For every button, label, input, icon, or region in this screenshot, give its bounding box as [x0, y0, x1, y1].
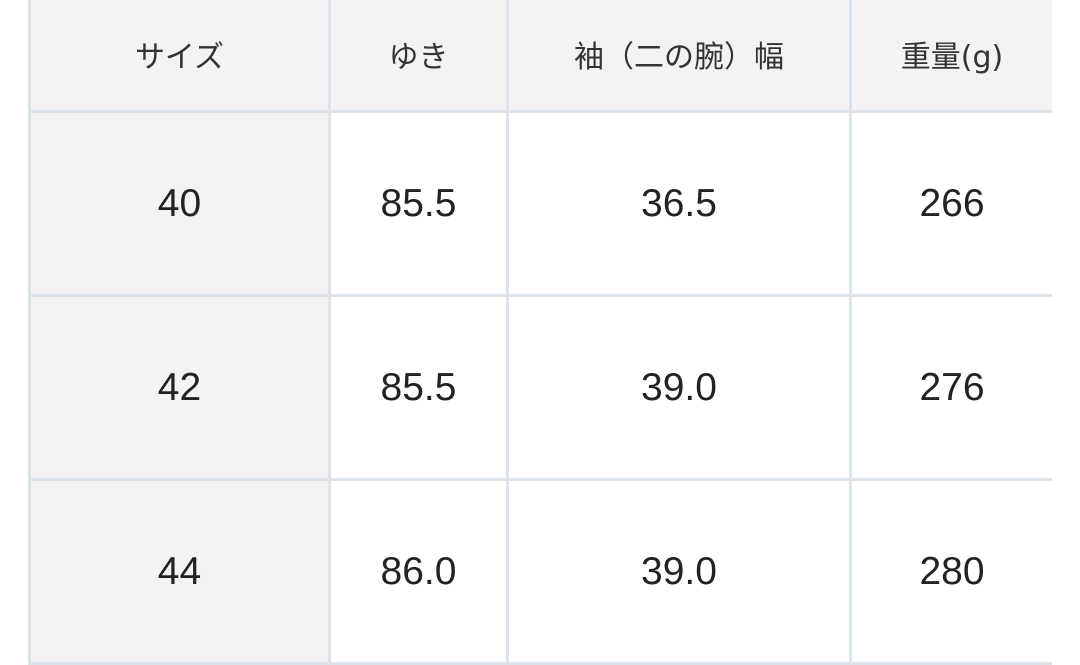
row-3-sleeve-width: 39.0: [506, 481, 849, 665]
header-label: 重量(g): [900, 40, 1004, 75]
header-label: ゆき: [388, 40, 449, 75]
header-yuki: ゆき: [328, 0, 506, 113]
row-1-yuki: 85.5: [328, 113, 506, 297]
row-2-size: 42: [28, 297, 328, 481]
row-3-size: 44: [28, 481, 328, 665]
row-2-yuki: 85.5: [328, 297, 506, 481]
row-3-yuki: 86.0: [328, 481, 506, 665]
header-label: 袖（二の腕）幅: [574, 40, 784, 75]
row-1-size: 40: [28, 113, 328, 297]
row-2-weight: 276: [849, 297, 1052, 481]
row-1-sleeve-width: 36.5: [506, 113, 849, 297]
row-3-weight: 280: [849, 481, 1052, 665]
row-1-weight: 266: [849, 113, 1052, 297]
header-sleeve-width: 袖（二の腕）幅: [506, 0, 849, 113]
header-weight: 重量(g): [849, 0, 1052, 113]
header-size: サイズ: [28, 0, 328, 113]
row-2-sleeve-width: 39.0: [506, 297, 849, 481]
size-table: サイズ ゆき 袖（二の腕）幅 重量(g) 40 85.5 36.5 266 42…: [28, 0, 1052, 665]
header-label: サイズ: [134, 40, 225, 75]
